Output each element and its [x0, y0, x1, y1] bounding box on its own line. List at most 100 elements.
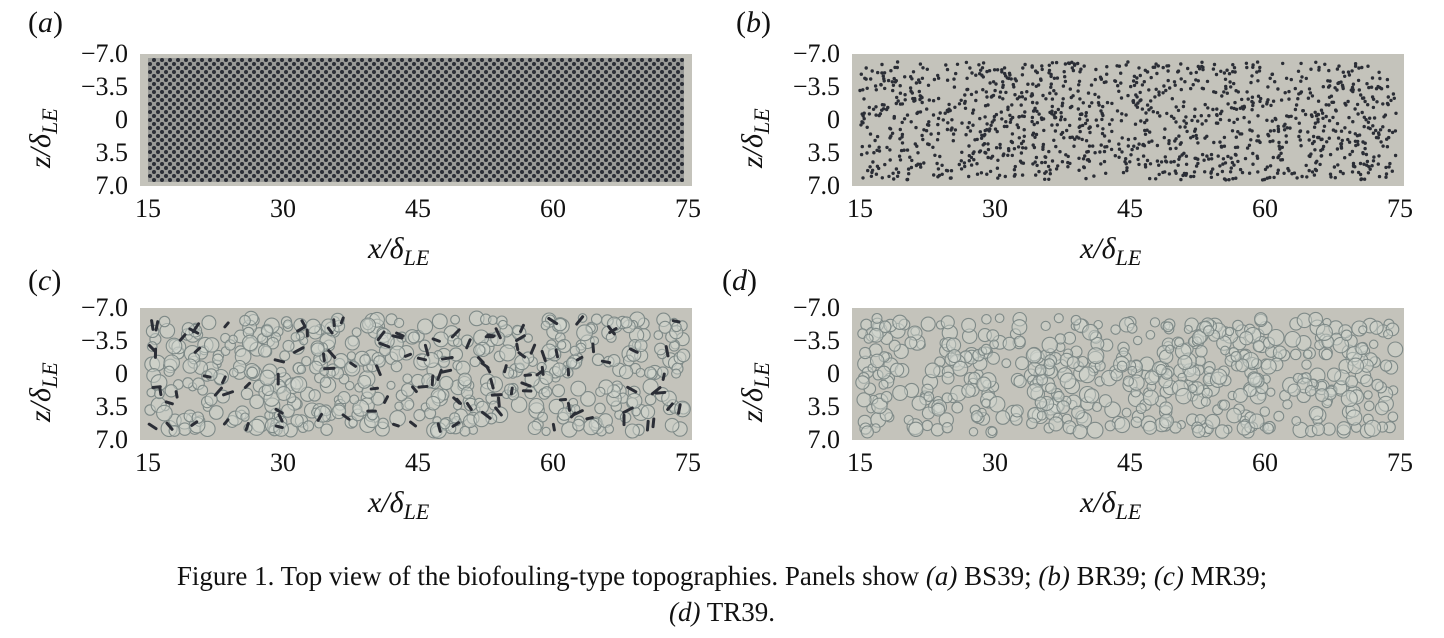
roughness-ring: [619, 411, 632, 424]
roughness-ring: [941, 392, 953, 404]
roughness-dot: [1154, 62, 1158, 66]
roughness-ring: [1001, 358, 1012, 369]
roughness-ring: [981, 314, 992, 325]
roughness-ring: [528, 402, 545, 419]
roughness-dot: [1091, 144, 1095, 148]
roughness-ring: [224, 339, 236, 351]
roughness-dot: [1194, 164, 1199, 168]
roughness-ring: [1174, 337, 1185, 348]
roughness-dot: [888, 158, 892, 162]
roughness-ring: [204, 392, 218, 406]
roughness-dot: [936, 131, 941, 136]
roughness-dot: [1010, 103, 1014, 107]
roughness-dot: [1271, 139, 1275, 143]
roughness-dash: [341, 413, 351, 421]
roughness-dot: [920, 76, 925, 80]
roughness-dot: [1174, 120, 1178, 124]
roughness-ring: [1326, 367, 1342, 382]
roughness-dot: [1135, 105, 1140, 109]
roughness-dot: [886, 105, 890, 110]
roughness-dot: [1210, 157, 1214, 161]
roughness-dot: [1386, 102, 1390, 107]
roughness-ring: [1205, 413, 1221, 429]
roughness-dot: [1359, 177, 1363, 182]
roughness-dot: [1279, 98, 1284, 102]
roughness-dot: [1167, 139, 1171, 143]
roughness-dot: [1394, 111, 1398, 115]
roughness-dash: [375, 364, 382, 377]
roughness-ring: [871, 312, 883, 324]
roughness-dot: [997, 173, 1002, 177]
roughness-dot: [1033, 106, 1037, 110]
roughness-dot: [1294, 103, 1299, 107]
roughness-ring: [257, 343, 272, 358]
roughness-dot: [1034, 84, 1038, 88]
roughness-dot: [1387, 128, 1391, 133]
roughness-dot: [1081, 157, 1086, 161]
roughness-ring: [431, 313, 448, 330]
roughness-dot: [983, 115, 987, 119]
roughness-dot: [1115, 64, 1119, 68]
roughness-ring: [635, 367, 646, 378]
roughness-dot: [1268, 139, 1272, 144]
roughness-dot: [1348, 130, 1352, 134]
roughness-dot: [1093, 77, 1097, 82]
roughness-dot: [1056, 107, 1060, 112]
roughness-dot: [968, 129, 973, 133]
roughness-dot: [1191, 134, 1195, 139]
roughness-ring: [1056, 400, 1071, 414]
roughness-dot: [922, 161, 926, 165]
roughness-ring: [1034, 364, 1047, 376]
roughness-dot: [1317, 68, 1321, 72]
roughness-dot: [1077, 83, 1081, 87]
roughness-dash: [645, 419, 650, 432]
roughness-dot: [903, 93, 907, 97]
roughness-dot: [1133, 136, 1137, 141]
roughness-dot: [1334, 108, 1338, 112]
roughness-dash: [277, 413, 284, 423]
roughness-dot: [926, 83, 931, 87]
roughness-dot: [936, 122, 940, 127]
roughness-ring: [989, 339, 999, 350]
roughness-ring: [970, 410, 983, 423]
roughness-dot: [957, 162, 961, 167]
roughness-dot: [981, 61, 986, 65]
roughness-ring: [1254, 312, 1268, 326]
roughness-dot: [1102, 159, 1107, 164]
roughness-dot: [1186, 66, 1190, 71]
roughness-ring: [933, 365, 946, 378]
roughness-dot: [1321, 85, 1325, 89]
roughness-dot: [1377, 132, 1381, 137]
roughness-dot: [1357, 88, 1361, 92]
roughness-dot: [1060, 104, 1064, 108]
roughness-dash: [423, 343, 430, 357]
roughness-dot: [1099, 76, 1103, 81]
roughness-dot: [868, 132, 873, 136]
roughness-dot: [1181, 104, 1186, 109]
panel-a-x-tick: 60: [540, 194, 566, 223]
roughness-dot: [890, 80, 894, 84]
roughness-ring: [941, 371, 955, 385]
roughness-dot: [1069, 95, 1073, 100]
roughness-dash: [497, 396, 501, 408]
roughness-dot: [862, 97, 866, 101]
roughness-dot: [1371, 131, 1376, 135]
roughness-dot: [1060, 101, 1065, 105]
roughness-dot: [1161, 170, 1165, 175]
roughness-dot: [1368, 167, 1372, 171]
panel-c-label: (c): [28, 264, 62, 297]
roughness-dot: [907, 172, 911, 176]
panel-c-x-axis-label: x/δLE: [368, 486, 430, 524]
roughness-ring: [296, 364, 307, 375]
roughness-dot: [964, 133, 968, 137]
roughness-dot: [1001, 97, 1005, 101]
roughness-dot: [1183, 80, 1187, 84]
roughness-dot: [1348, 152, 1352, 157]
roughness-dot: [1149, 75, 1153, 80]
roughness-dash: [440, 368, 453, 374]
roughness-dot: [1350, 69, 1354, 73]
roughness-dot: [1086, 91, 1091, 95]
roughness-dot: [1238, 167, 1243, 172]
roughness-ring: [541, 386, 553, 398]
roughness-dot: [1052, 138, 1056, 142]
